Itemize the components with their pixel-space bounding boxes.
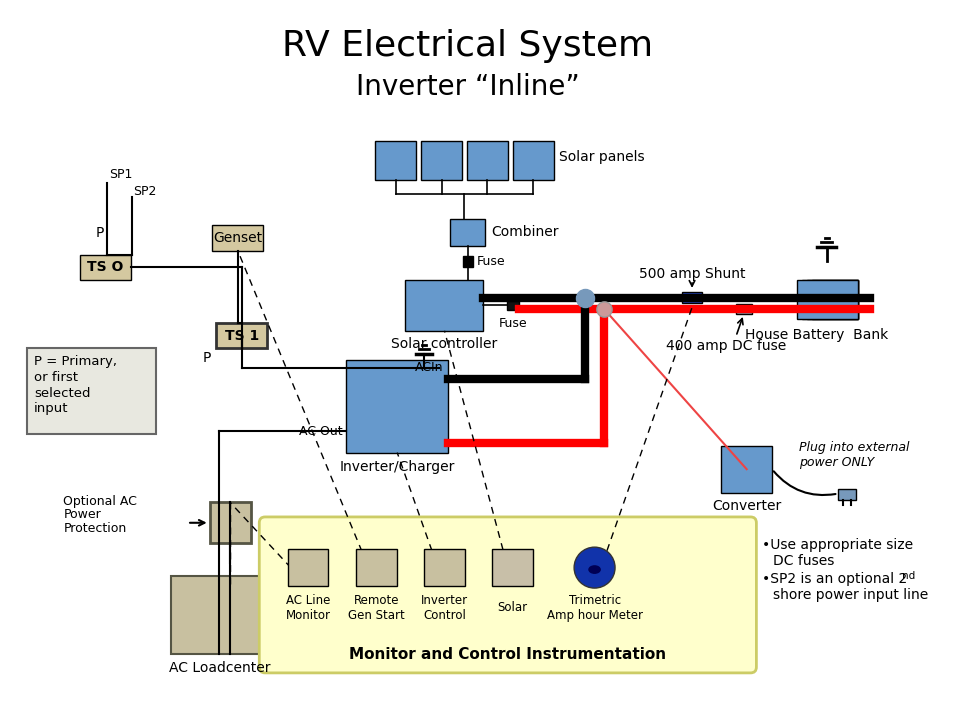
Text: Solar panels: Solar panels: [560, 150, 645, 164]
Text: Trimetric
Amp hour Meter: Trimetric Amp hour Meter: [546, 593, 642, 621]
Text: TS 1: TS 1: [225, 328, 259, 343]
Text: shore power input line: shore power input line: [773, 588, 928, 602]
Text: AC Out: AC Out: [299, 425, 342, 438]
FancyBboxPatch shape: [463, 256, 472, 267]
FancyBboxPatch shape: [405, 280, 484, 330]
Text: TS O: TS O: [87, 261, 124, 274]
Text: SP2: SP2: [133, 185, 156, 198]
Circle shape: [574, 547, 615, 588]
Text: Fuse: Fuse: [498, 318, 527, 330]
Text: Solar controller: Solar controller: [392, 338, 497, 351]
FancyBboxPatch shape: [27, 348, 156, 434]
Text: •SP2 is an optional 2: •SP2 is an optional 2: [762, 572, 907, 586]
Text: nd: nd: [901, 572, 915, 581]
FancyBboxPatch shape: [212, 225, 263, 251]
FancyBboxPatch shape: [513, 140, 554, 180]
Text: Protection: Protection: [63, 522, 127, 535]
Text: House Battery  Bank: House Battery Bank: [745, 328, 888, 342]
FancyBboxPatch shape: [80, 255, 131, 280]
Text: DC fuses: DC fuses: [773, 554, 834, 568]
Text: Inverter
Control: Inverter Control: [420, 593, 468, 621]
Text: AC Loadcenter: AC Loadcenter: [169, 661, 270, 675]
Text: Inverter “Inline”: Inverter “Inline”: [356, 73, 580, 101]
FancyBboxPatch shape: [683, 292, 702, 303]
Text: 400 amp DC fuse: 400 amp DC fuse: [666, 339, 786, 354]
Ellipse shape: [588, 565, 601, 574]
FancyBboxPatch shape: [838, 489, 855, 500]
FancyBboxPatch shape: [798, 280, 858, 319]
Text: P: P: [203, 351, 210, 365]
FancyBboxPatch shape: [424, 549, 465, 586]
FancyBboxPatch shape: [736, 305, 752, 314]
Text: •Use appropriate size: •Use appropriate size: [762, 538, 913, 552]
FancyBboxPatch shape: [492, 549, 533, 586]
Text: Converter: Converter: [712, 499, 781, 513]
Text: P = Primary,: P = Primary,: [35, 356, 117, 369]
Text: Genset: Genset: [213, 231, 262, 245]
Text: Optional AC: Optional AC: [63, 495, 137, 508]
FancyBboxPatch shape: [216, 323, 267, 348]
Text: input: input: [35, 402, 68, 415]
Text: Combiner: Combiner: [492, 225, 559, 239]
Text: Remote
Gen Start: Remote Gen Start: [348, 593, 404, 621]
Text: AC Line
Monitor: AC Line Monitor: [285, 593, 330, 621]
FancyBboxPatch shape: [346, 360, 448, 453]
FancyBboxPatch shape: [812, 280, 858, 319]
FancyBboxPatch shape: [507, 300, 518, 310]
Text: Power: Power: [63, 508, 101, 521]
FancyBboxPatch shape: [421, 140, 462, 180]
FancyBboxPatch shape: [356, 549, 396, 586]
Text: SP1: SP1: [109, 168, 132, 181]
Text: 500 amp Shunt: 500 amp Shunt: [638, 267, 745, 282]
Text: Inverter/Charger: Inverter/Charger: [340, 460, 455, 474]
FancyBboxPatch shape: [467, 140, 508, 180]
FancyBboxPatch shape: [375, 140, 417, 180]
Text: P: P: [95, 226, 104, 240]
Text: or first: or first: [35, 371, 78, 384]
Text: Plug into external: Plug into external: [800, 441, 910, 454]
Text: ACIn: ACIn: [415, 361, 444, 374]
Text: RV Electrical System: RV Electrical System: [282, 29, 654, 63]
Text: Monitor and Control Instrumentation: Monitor and Control Instrumentation: [349, 647, 666, 662]
FancyBboxPatch shape: [171, 577, 268, 654]
Text: Solar: Solar: [497, 601, 528, 614]
FancyBboxPatch shape: [721, 446, 772, 492]
FancyBboxPatch shape: [450, 219, 486, 246]
FancyBboxPatch shape: [288, 549, 328, 586]
FancyBboxPatch shape: [209, 503, 251, 544]
FancyBboxPatch shape: [807, 280, 858, 319]
Text: power ONLY: power ONLY: [800, 456, 875, 469]
Text: Fuse: Fuse: [477, 255, 505, 268]
FancyBboxPatch shape: [259, 517, 756, 673]
Text: selected: selected: [35, 387, 90, 400]
FancyBboxPatch shape: [803, 280, 858, 319]
